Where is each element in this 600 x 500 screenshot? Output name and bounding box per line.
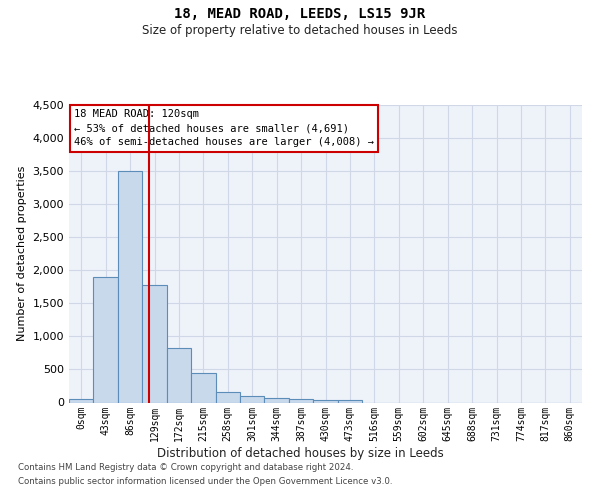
- Text: Distribution of detached houses by size in Leeds: Distribution of detached houses by size …: [157, 448, 443, 460]
- Text: Contains HM Land Registry data © Crown copyright and database right 2024.: Contains HM Land Registry data © Crown c…: [18, 464, 353, 472]
- Bar: [94, 277, 118, 402]
- Y-axis label: Number of detached properties: Number of detached properties: [17, 166, 27, 342]
- Bar: [338, 400, 362, 402]
- Bar: [265, 398, 289, 402]
- Bar: [289, 399, 313, 402]
- Bar: [191, 373, 215, 402]
- Text: Size of property relative to detached houses in Leeds: Size of property relative to detached ho…: [142, 24, 458, 37]
- Bar: [215, 392, 240, 402]
- Text: 18 MEAD ROAD: 120sqm
← 53% of detached houses are smaller (4,691)
46% of semi-de: 18 MEAD ROAD: 120sqm ← 53% of detached h…: [74, 110, 374, 148]
- Bar: [313, 400, 338, 402]
- Bar: [167, 348, 191, 403]
- Bar: [118, 171, 142, 402]
- Text: Contains public sector information licensed under the Open Government Licence v3: Contains public sector information licen…: [18, 477, 392, 486]
- Bar: [240, 396, 265, 402]
- Bar: [142, 285, 167, 403]
- Bar: [69, 399, 94, 402]
- Text: 18, MEAD ROAD, LEEDS, LS15 9JR: 18, MEAD ROAD, LEEDS, LS15 9JR: [175, 8, 425, 22]
